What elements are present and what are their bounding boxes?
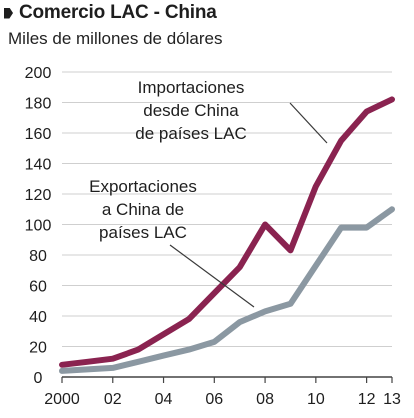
y-tick-label: 80 <box>29 248 47 265</box>
y-tick-label: 140 <box>25 157 52 174</box>
x-tick-label: 04 <box>155 391 173 408</box>
y-tick-label: 180 <box>25 96 52 113</box>
chart-subtitle: Miles de millones de dólares <box>8 29 223 48</box>
title-row: Comercio LAC - China <box>4 2 217 24</box>
exports-label-line: a China de <box>102 200 184 219</box>
title-bullet-icon <box>4 7 13 19</box>
x-tick-label: 06 <box>205 391 223 408</box>
imports-leader-line <box>289 102 328 144</box>
x-tick-label: 2000 <box>44 391 80 408</box>
axis-layer: 0 20 40 60 80 100 120 140 160 180 200 2000 02 04 06 08 1… <box>25 65 401 408</box>
x-tick-label: 02 <box>104 391 122 408</box>
y-tick-label: 40 <box>29 309 47 326</box>
imports-label-line: desde China <box>143 101 239 120</box>
x-tick-label: 08 <box>256 391 274 408</box>
exports-label-line: Exportaciones <box>89 177 197 196</box>
imports-series-line <box>59 96 395 368</box>
imports-label-line: de países LAC <box>135 124 247 143</box>
exports-label-line: países LAC <box>99 223 187 242</box>
exports-leader-line <box>169 244 255 308</box>
y-tick-label: 160 <box>25 126 52 143</box>
y-tick-label: 120 <box>25 187 52 204</box>
x-tick-label: 12 <box>358 391 376 408</box>
y-tick-label: 100 <box>25 218 52 235</box>
y-tick-label: 20 <box>29 340 47 357</box>
chart-title: Comercio LAC - China <box>19 2 217 23</box>
grid-layer <box>62 71 392 378</box>
series-label-layer: Importaciones desde China de países LAC Exp… <box>89 78 328 308</box>
exports-series-line <box>59 206 395 374</box>
y-tick-label: 0 <box>34 370 43 387</box>
y-tick-label: 200 <box>25 65 52 82</box>
x-tick-label: 10 <box>307 391 325 408</box>
x-tick-label: 13 <box>383 391 401 408</box>
imports-label-line: Importaciones <box>138 78 245 97</box>
series-layer <box>59 96 395 374</box>
y-tick-label: 60 <box>29 279 47 296</box>
